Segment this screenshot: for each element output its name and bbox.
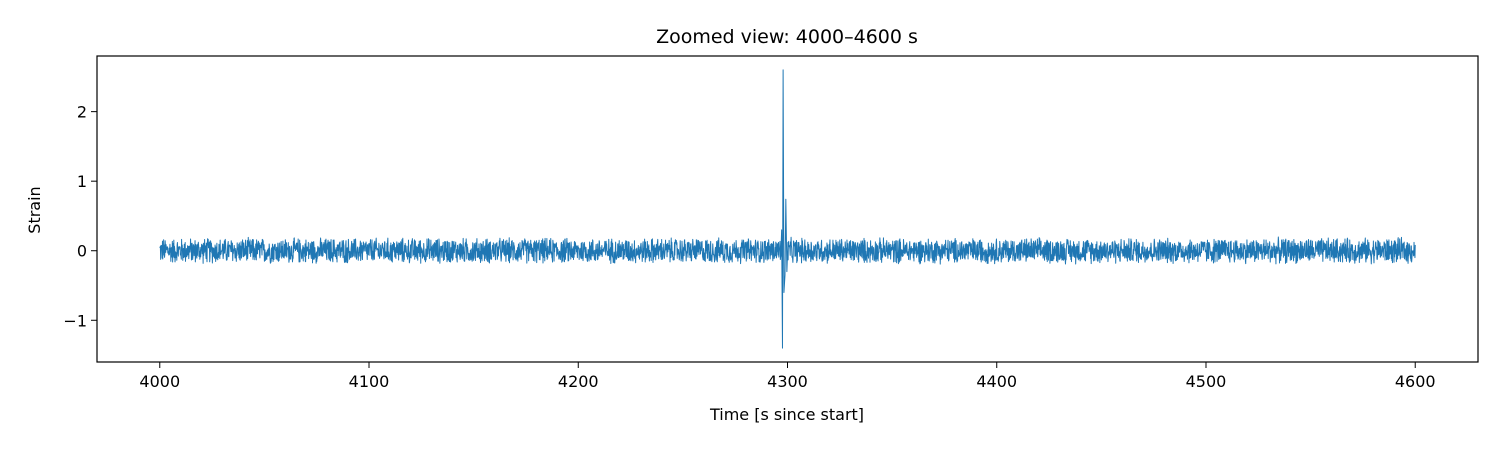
y-tick-label: 2 [77, 103, 87, 122]
x-tick-label: 4600 [1395, 372, 1436, 391]
x-tick-label: 4400 [976, 372, 1017, 391]
x-tick-label: 4200 [558, 372, 599, 391]
axes: 4000 4100 4200 4300 4400 4500 4600 −1 0 1 2 [63, 55, 1479, 391]
x-tick-label: 4100 [349, 372, 390, 391]
x-tick-label: 4300 [767, 372, 808, 391]
strain-series-line [159, 69, 1416, 349]
chart-title: Zoomed view: 4000–4600 s [656, 26, 918, 48]
plot-frame [96, 55, 1479, 363]
y-axis-label: Strain [25, 186, 44, 233]
y-tick-label: 1 [77, 172, 87, 191]
x-tick-label: 4500 [1186, 372, 1227, 391]
x-axis-label: Time [s since start] [709, 405, 864, 424]
plot-area [159, 69, 1416, 349]
y-tick-label: 0 [77, 242, 87, 261]
x-tick-label: 4000 [139, 372, 180, 391]
y-tick-label: −1 [63, 311, 87, 330]
